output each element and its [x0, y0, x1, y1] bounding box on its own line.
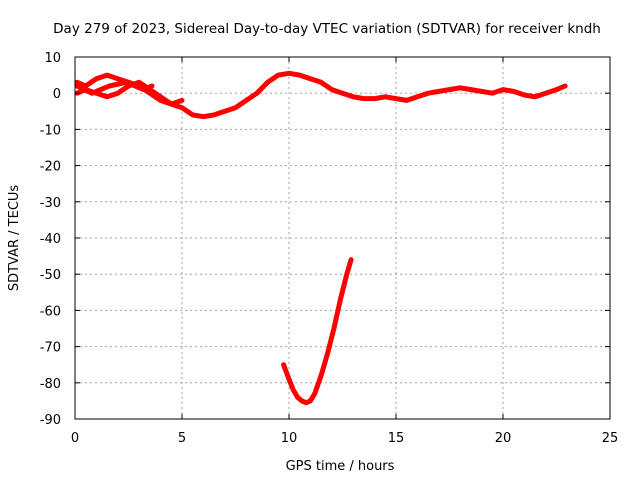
- x-tick-label: 25: [602, 431, 619, 446]
- x-tick-label: 20: [495, 431, 512, 446]
- y-tick-label: 0: [53, 87, 61, 102]
- series-layer: [74, 70, 568, 406]
- y-tick-label: -90: [40, 413, 61, 428]
- y-tick-label: -80: [40, 377, 61, 392]
- y-tick-label: -40: [40, 232, 61, 247]
- axis-ticks: 0 5 10 15 20 25 10 0 -10 -20 -30 -40 -50 -60 -70 -80 -90: [40, 51, 619, 446]
- y-tick-label: -30: [40, 196, 61, 211]
- y-tick-label: -20: [40, 160, 61, 175]
- y-tick-label: 10: [44, 51, 61, 66]
- y-tick-label: -50: [40, 268, 61, 283]
- x-axis-label: GPS time / hours: [286, 459, 395, 474]
- x-tick-label: 10: [281, 431, 298, 446]
- y-tick-label: -70: [40, 341, 61, 356]
- series-line-dip: [281, 257, 354, 406]
- y-tick-label: -10: [40, 123, 61, 138]
- series-line-overlap-2: [74, 79, 155, 96]
- series-line-main: [74, 70, 568, 120]
- y-tick-label: -60: [40, 304, 61, 319]
- x-tick-label: 5: [178, 431, 186, 446]
- grid-lines: [75, 57, 610, 419]
- y-axis-label: SDTVAR / TECUs: [7, 185, 22, 292]
- chart-title: Day 279 of 2023, Sidereal Day-to-day VTE…: [53, 21, 601, 37]
- x-tick-label: 0: [71, 431, 79, 446]
- x-tick-label: 15: [388, 431, 405, 446]
